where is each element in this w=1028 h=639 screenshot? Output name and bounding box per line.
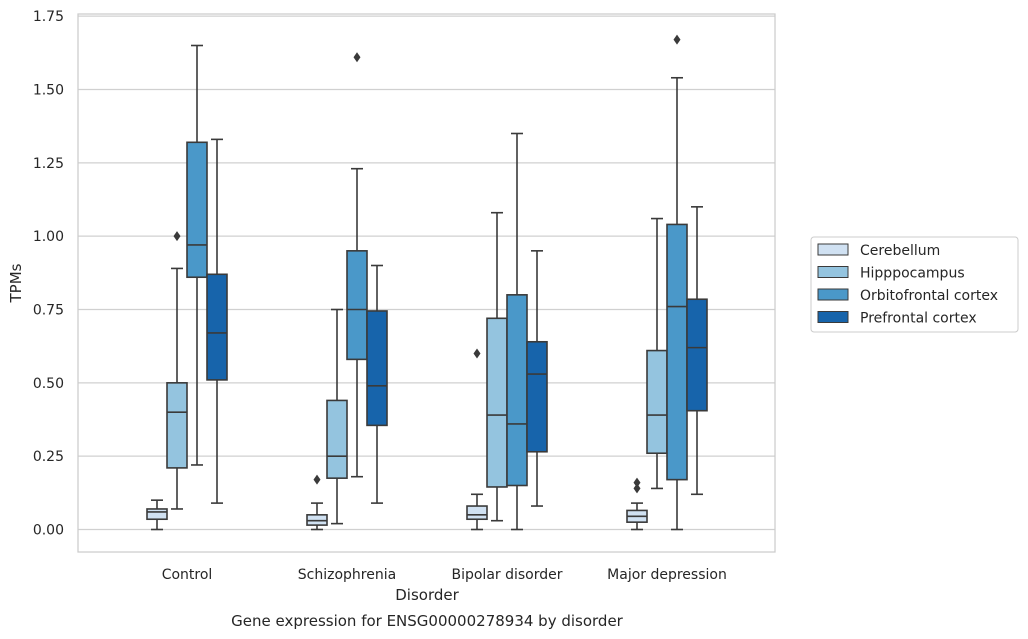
box-0-2 xyxy=(466,348,488,531)
y-tick-label: 1.75 xyxy=(33,9,64,25)
legend-frame xyxy=(810,236,1019,333)
box-iqr xyxy=(346,250,368,361)
y-axis: 0.00 0.25 0.50 0.75 1.00 1.25 1.50 1.75 xyxy=(33,9,64,538)
y-tick-label: 1.50 xyxy=(33,83,64,99)
legend-swatch xyxy=(817,288,849,301)
box-1-1 xyxy=(326,308,348,525)
box-2-2 xyxy=(506,132,528,531)
box-iqr xyxy=(146,508,168,521)
box-3-3 xyxy=(686,206,708,496)
box-iqr xyxy=(186,141,208,279)
box-iqr xyxy=(686,298,708,412)
box-2-3 xyxy=(666,34,688,531)
x-tick-label: Schizophrenia xyxy=(298,567,396,583)
outlier-point xyxy=(673,34,681,45)
box-0-0 xyxy=(146,499,168,531)
box-iqr xyxy=(646,349,668,455)
box-iqr xyxy=(206,273,228,381)
legend-label: Cerebellum xyxy=(860,243,940,259)
y-axis-title: TPMs xyxy=(7,263,25,303)
legend: Cerebellum Hipppocampus Orbitofrontal cort… xyxy=(810,236,1019,333)
box-3-2 xyxy=(526,250,548,507)
y-tick-label: 1.00 xyxy=(33,229,64,245)
box-0-3 xyxy=(626,477,648,531)
box-iqr xyxy=(666,223,688,481)
legend-label: Prefrontal cortex xyxy=(860,311,977,327)
box-3-0 xyxy=(206,138,228,504)
outlier-point xyxy=(633,483,641,494)
box-1-2 xyxy=(486,211,508,522)
legend-swatch xyxy=(817,266,849,278)
box-3-1 xyxy=(366,264,388,504)
outlier-point xyxy=(473,348,481,359)
box-plot-area xyxy=(146,34,708,531)
x-tick-label: Major depression xyxy=(607,567,727,583)
legend-swatch xyxy=(817,243,849,256)
y-tick-label: 0.00 xyxy=(33,523,64,539)
legend-label: Hipppocampus xyxy=(860,266,965,282)
box-2-1 xyxy=(346,52,368,478)
box-iqr xyxy=(466,505,488,521)
box-iqr xyxy=(326,399,348,479)
y-tick-label: 0.25 xyxy=(33,449,64,465)
legend-swatch xyxy=(817,311,849,323)
x-axis: Control Schizophrenia Bipolar disorder Majo… xyxy=(162,567,727,583)
box-1-3 xyxy=(646,217,668,490)
legend-label: Orbitofrontal cortex xyxy=(860,288,998,304)
x-tick-label: Bipolar disorder xyxy=(451,567,562,583)
y-tick-label: 0.50 xyxy=(33,376,64,392)
x-tick-label: Control xyxy=(162,567,213,583)
box-iqr xyxy=(526,340,548,453)
y-tick-label: 1.25 xyxy=(33,156,64,172)
chart-title: Gene expression for ENSG00000278934 by d… xyxy=(231,612,624,630)
box-1-0 xyxy=(166,231,188,510)
plot-frame xyxy=(77,13,776,553)
box-iqr xyxy=(506,294,528,487)
box-2-0 xyxy=(186,44,208,466)
outlier-point xyxy=(313,474,321,485)
outlier-point xyxy=(633,477,641,488)
x-axis-title: Disorder xyxy=(395,586,459,604)
outlier-point xyxy=(353,52,361,63)
outlier-point xyxy=(173,231,181,242)
box-iqr xyxy=(166,382,188,469)
box-iqr xyxy=(366,310,388,427)
box-iqr xyxy=(486,317,508,488)
y-tick-label: 0.75 xyxy=(33,303,64,319)
box-0-1 xyxy=(306,474,328,531)
